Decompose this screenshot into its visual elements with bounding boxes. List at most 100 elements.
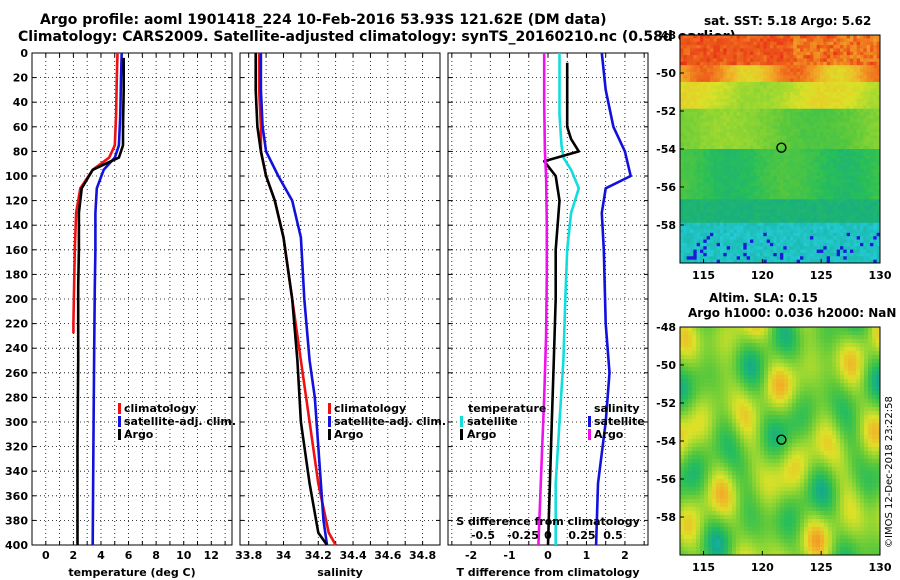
legend-swatch-t-satellite [460, 416, 463, 427]
legend-label: Argo [334, 428, 364, 441]
legend-swatch [328, 429, 331, 440]
map-ytick-label: -56 [656, 181, 676, 194]
sst-map [679, 34, 881, 264]
panel-salinity [239, 52, 441, 546]
map-ytick-label: -50 [656, 67, 676, 80]
xlabel-salinity: salinity [317, 566, 363, 579]
series-line-satellite-adj-clim- [259, 53, 329, 546]
legend-label-t-satellite: satellite [467, 415, 518, 428]
xtick-label-difference: 0 [544, 549, 552, 562]
depth-tick-label: 380 [5, 514, 28, 527]
sla-map [679, 326, 881, 556]
xtick-label-temperature: 8 [152, 549, 160, 562]
argo-float-marker [776, 434, 787, 445]
legend-label: satellite-adj. clim. [334, 415, 446, 428]
figure-title-line-1: Argo profile: aoml 1901418_224 10-Feb-20… [40, 12, 607, 28]
xtick-label-temperature: 2 [70, 549, 78, 562]
legend-label: climatology [124, 402, 196, 415]
series-line-t-satellite [554, 53, 581, 545]
xtick-label-salinity: 34 [276, 549, 292, 562]
depth-tick-label: 100 [5, 170, 28, 183]
xtick-label-salinity: 34.4 [339, 549, 366, 562]
map-ytick-label: -52 [656, 397, 676, 410]
depth-tick-label: 160 [5, 244, 28, 257]
map-ytick-label: -58 [656, 511, 676, 524]
legend-label: climatology [334, 402, 406, 415]
depth-tick-label: 280 [5, 391, 28, 404]
xtick-label-s-difference: 0 [544, 529, 552, 542]
xtick-label-temperature: 6 [125, 549, 133, 562]
depth-tick-label: 80 [13, 145, 29, 158]
depth-tick-label: 180 [5, 268, 28, 281]
series-line-satellite-adj-clim- [91, 52, 123, 546]
legend-label-t-argo: Argo [467, 428, 497, 441]
depth-tick-label: 140 [5, 219, 28, 232]
xtick-label-salinity: 34.8 [409, 549, 436, 562]
xtick-label-salinity: 34.6 [374, 549, 401, 562]
map-ytick-label: -58 [656, 219, 676, 232]
depth-tick-label: 340 [5, 465, 28, 478]
argo-float-marker [776, 142, 787, 153]
legend-label-s-argo: Argo [594, 428, 624, 441]
map-xtick-label: 125 [810, 269, 833, 282]
series-line-t-argo [542, 62, 581, 546]
map-ytick-label: -50 [656, 359, 676, 372]
xtick-label-s-difference: -0.25 [507, 529, 539, 542]
sst-map-title: sat. SST: 5.18 Argo: 5.62 [704, 14, 872, 28]
map-ytick-label: -48 [656, 29, 676, 42]
xtick-label-temperature: 0 [42, 549, 50, 562]
map-ytick-label: -48 [656, 321, 676, 334]
xtick-label-difference: -1 [503, 549, 515, 562]
xtick-label-salinity: 34.2 [305, 549, 332, 562]
map-xtick-label: 115 [692, 269, 715, 282]
xlabel-s-difference: S difference from climatology [456, 515, 640, 528]
depth-tick-label: 120 [5, 195, 28, 208]
depth-tick-label: 200 [5, 293, 28, 306]
legend-swatch-t-argo [460, 429, 463, 440]
legend-label: satellite-adj. clim. [124, 415, 236, 428]
panel-difference [447, 52, 649, 546]
map-ytick-label: -54 [656, 435, 676, 448]
legend-swatch [118, 429, 121, 440]
sla-map-title-line-2: Argo h1000: 0.036 h2000: NaN [688, 306, 897, 320]
legend-swatch [328, 403, 331, 414]
map-xtick-label: 120 [751, 561, 774, 574]
depth-tick-label: 300 [5, 416, 28, 429]
depth-tick-label: 360 [5, 490, 28, 503]
legend-label-temperature: temperature [468, 402, 546, 415]
xtick-label-s-difference: -0.5 [471, 529, 495, 542]
panel-temperature [31, 52, 233, 546]
series-line-s-argo [537, 53, 549, 546]
depth-tick-label: 220 [5, 318, 28, 331]
depth-tick-label: 40 [13, 96, 29, 109]
legend-swatch [328, 416, 331, 427]
legend-label-salinity: salinity [594, 402, 640, 415]
legend-swatch [118, 416, 121, 427]
series-line-argo [76, 57, 125, 545]
xtick-label-s-difference: 0.5 [603, 529, 623, 542]
xlabel-difference: T difference from climatology [456, 566, 639, 579]
map-xtick-label: 130 [869, 561, 892, 574]
map-xtick-label: 115 [692, 561, 715, 574]
map-ytick-label: -56 [656, 473, 676, 486]
series-line-argo [254, 53, 329, 546]
xtick-label-temperature: 4 [97, 549, 105, 562]
xtick-label-difference: 2 [621, 549, 629, 562]
map-xtick-label: 130 [869, 269, 892, 282]
legend-label: Argo [124, 428, 154, 441]
series-line-s-satellite [594, 52, 633, 546]
depth-tick-label: 260 [5, 367, 28, 380]
legend-swatch [118, 403, 121, 414]
xtick-label-difference: -2 [465, 549, 477, 562]
legend-label-s-satellite: satellite [594, 415, 645, 428]
map-ytick-label: -54 [656, 143, 676, 156]
sla-map-title-line-1: Altim. SLA: 0.15 [709, 291, 818, 305]
depth-tick-label: 240 [5, 342, 28, 355]
legend-swatch-s-argo [588, 429, 591, 440]
map-ytick-label: -52 [656, 105, 676, 118]
xlabel-temperature: temperature (deg C) [68, 566, 195, 579]
map-xtick-label: 125 [810, 561, 833, 574]
xtick-label-difference: 1 [583, 549, 591, 562]
xtick-label-s-difference: 0.25 [568, 529, 595, 542]
